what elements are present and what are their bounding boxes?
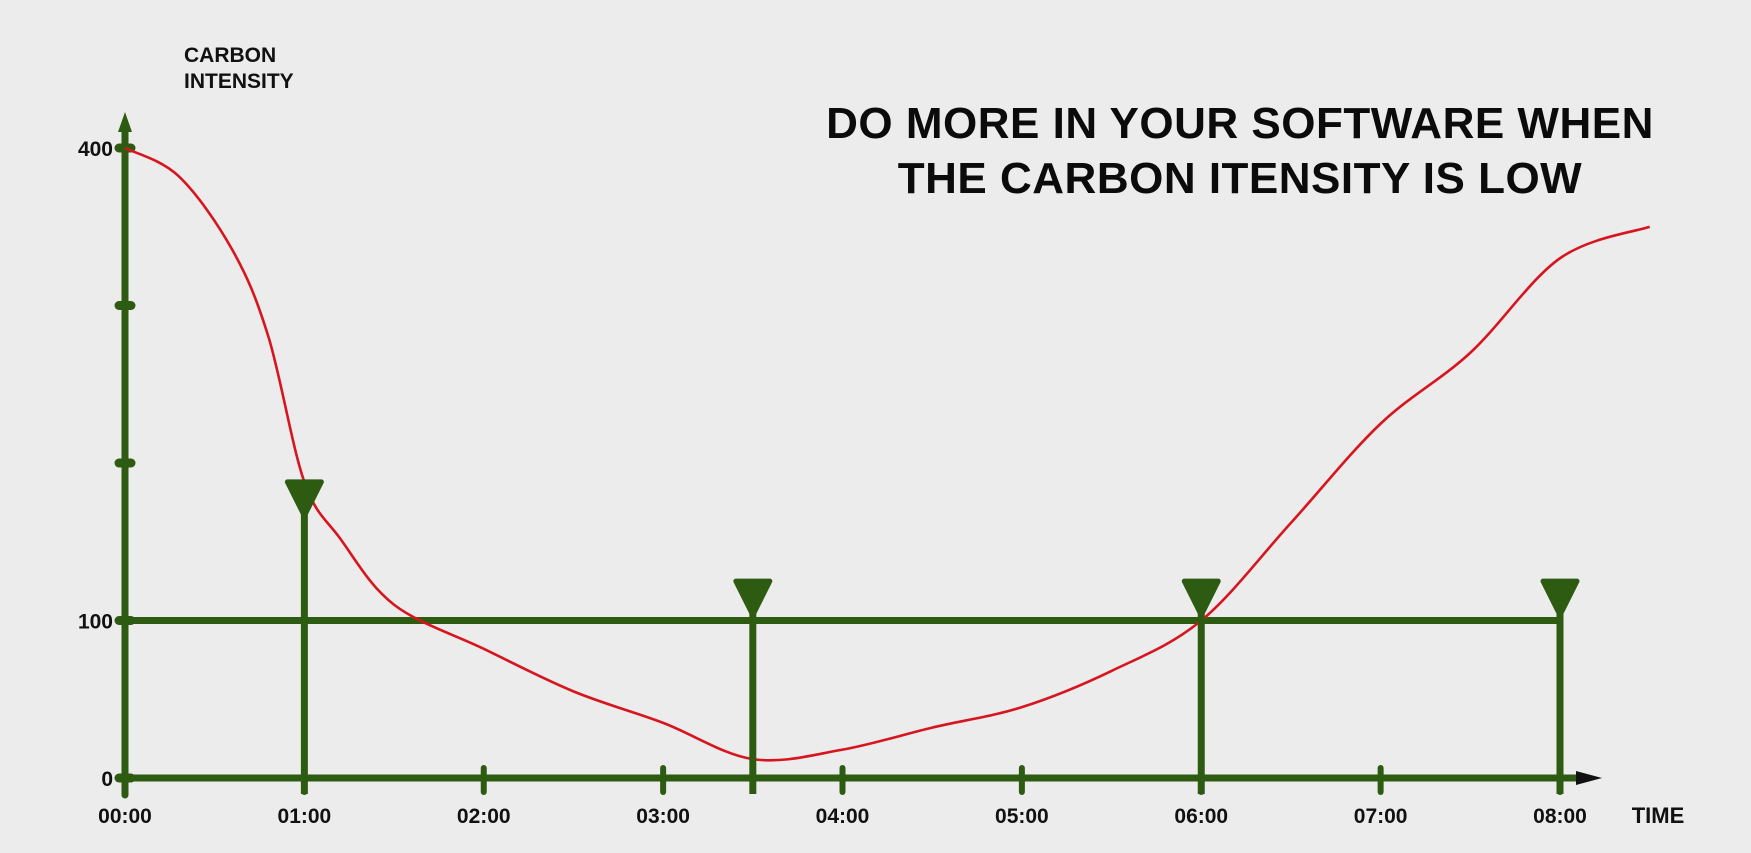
x-tick-label-4: 04:00 <box>816 805 870 828</box>
marker-triangle-0 <box>284 479 324 519</box>
series-line-0 <box>124 146 1651 762</box>
x-tick-label-3: 03:00 <box>636 805 690 828</box>
y-axis-title-line-1: CARBON <box>184 44 277 67</box>
x-axis-arrowhead <box>1576 771 1602 785</box>
x-tick-label-7: 07:00 <box>1354 805 1408 828</box>
x-axis-title: TIME <box>1632 803 1685 828</box>
x-tick-label-1: 01:00 <box>278 805 332 828</box>
y-axis-title-line-2: INTENSITY <box>184 70 294 93</box>
x-tick-label-5: 05:00 <box>995 805 1049 828</box>
chart-title-line-1: DO MORE IN YOUR SOFTWARE WHEN <box>826 99 1654 148</box>
y-tick-label-1: 100 <box>78 611 113 634</box>
chart-title-line-2: THE CARBON ITENSITY IS LOW <box>897 154 1583 203</box>
x-tick-label-6: 06:00 <box>1174 805 1228 828</box>
chart-title: DO MORE IN YOUR SOFTWARE WHEN THE CARBON… <box>760 96 1720 206</box>
marker-triangle-1 <box>733 578 773 618</box>
y-axis-arrowhead <box>118 112 132 132</box>
mark-layer <box>124 146 1651 794</box>
plot-area <box>114 112 1602 799</box>
y-tick-label-4: 400 <box>78 138 113 161</box>
tick-label-layer: 0 100 400 00:00 01:00 02:00 03:00 04:00 05:00 06:… <box>78 138 1684 828</box>
marker-triangle-3 <box>1540 578 1580 618</box>
marker-triangle-2 <box>1181 578 1221 618</box>
x-tick-label-0: 00:00 <box>98 805 152 828</box>
x-tick-label-2: 02:00 <box>457 805 511 828</box>
x-tick-label-8: 08:00 <box>1533 805 1587 828</box>
y-axis-title: CARBON INTENSITY <box>184 43 294 95</box>
y-tick-label-0: 0 <box>101 768 113 791</box>
